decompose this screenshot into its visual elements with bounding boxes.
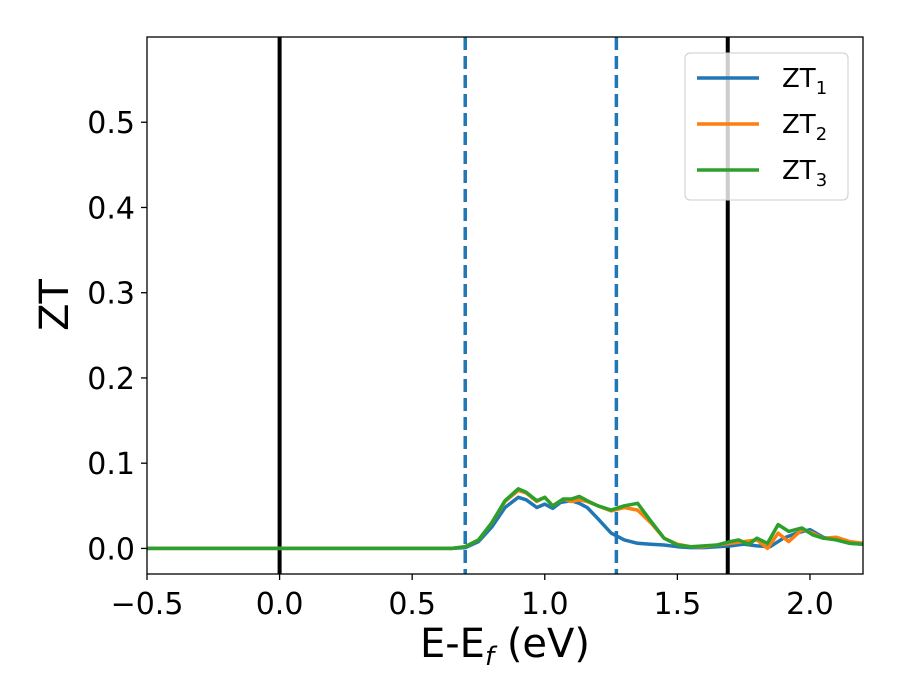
series-lines [147,487,863,551]
y-tick-label: 0.0 [87,532,135,567]
x-tick-label: 1.5 [654,587,702,622]
y-tick-label: 0.1 [87,447,135,482]
plot-frame [146,36,864,575]
y-axis-ticks: 0.0 0.1 0.2 0.3 0.4 0.5 [87,106,147,567]
series-line-zt1 [147,495,863,551]
legend-label-zt1: ZT1 [782,64,827,99]
x-tick-label: −0.5 [111,587,184,622]
y-axis-label: ZT [32,279,78,331]
y-tick-label: 0.4 [87,191,135,226]
x-tick-label: 0.5 [388,587,436,622]
x-tick-label: 2.0 [786,587,834,622]
y-tick-label: 0.3 [87,277,135,312]
legend: ZT1 ZT2 ZT3 [684,52,849,201]
y-tick-label: 0.2 [87,362,135,397]
x-axis-ticks: −0.5 0.0 0.5 1.0 1.5 2.0 [111,574,834,622]
legend-label-zt2: ZT2 [782,110,827,145]
x-tick-label: 0.0 [256,587,304,622]
series-line-zt3 [147,487,863,551]
legend-frame [684,52,849,201]
y-tick-label: 0.5 [87,106,135,141]
x-tick-label: 1.0 [521,587,569,622]
legend-label-zt3: ZT3 [782,156,827,191]
x-axis-label: E-Ef (eV) [420,621,590,672]
